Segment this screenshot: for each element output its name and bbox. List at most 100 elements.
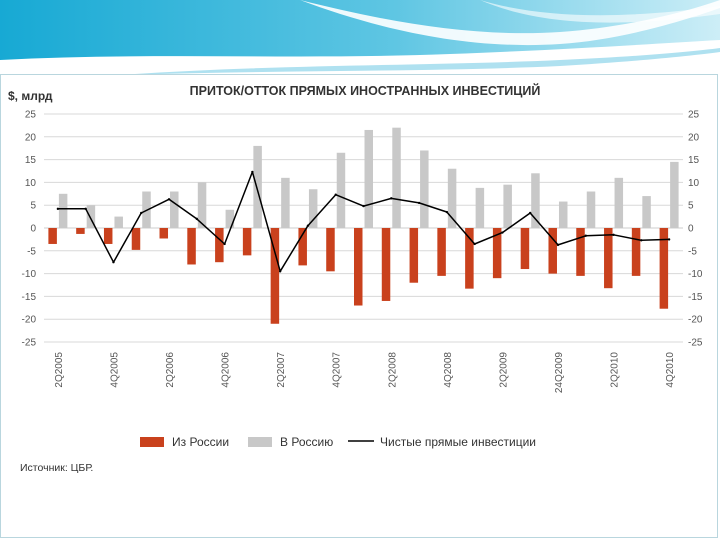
net-investment-point bbox=[528, 211, 532, 215]
bar-outflow bbox=[270, 228, 280, 324]
bar-inflow bbox=[364, 129, 373, 228]
net-investment-point bbox=[112, 261, 115, 264]
bar-outflow bbox=[298, 228, 307, 266]
y-tick-label-right: 10 bbox=[688, 178, 700, 189]
x-tick-labels: 2Q2005 4Q2005 2Q2006 4Q2006 2Q2007 4Q2007 2Q20… bbox=[54, 352, 676, 394]
bar-inflow bbox=[336, 152, 346, 228]
x-tick-label: 2Q2005 bbox=[54, 352, 65, 388]
net-investment-point bbox=[306, 224, 310, 227]
y-tick-label-right: 25 bbox=[688, 110, 700, 121]
net-investment-point bbox=[223, 242, 226, 246]
x-tick-label: 2Q2008 bbox=[387, 352, 398, 388]
net-investment-point bbox=[278, 270, 282, 273]
net-investment-point bbox=[140, 211, 143, 215]
legend: Из России В Россию Чистые прямые инвести… bbox=[140, 435, 536, 449]
chart-title: ПРИТОК/ОТТОК ПРЯМЫХ ИНОСТРАННЫХ ИНВЕСТИЦ… bbox=[190, 83, 541, 98]
net-investment-point bbox=[56, 207, 60, 211]
bar-outflow bbox=[520, 228, 530, 270]
x-tick-label: 24Q2009 bbox=[554, 352, 565, 394]
legend-label-net: Чистые прямые инвестиции bbox=[380, 435, 536, 449]
legend-label-inflow: В Россию bbox=[280, 435, 333, 449]
y-tick-labels: 25 25 20 20 15 15 10 10 5 5 0 0 -5 -5 -10 -10 -15 -15 -20 -… bbox=[22, 110, 703, 349]
banner-wave-1 bbox=[300, 0, 720, 46]
slide-frame bbox=[0, 74, 718, 538]
y-tick-label-left: 0 bbox=[30, 224, 36, 235]
bar-inflow bbox=[392, 127, 401, 228]
bar-outflow bbox=[492, 228, 502, 279]
bar-outflow bbox=[465, 228, 474, 289]
y-tick-label-right: 20 bbox=[688, 132, 700, 143]
bar-inflow bbox=[558, 201, 568, 228]
x-tick-label: 4Q2010 bbox=[665, 352, 676, 388]
bar-inflow bbox=[586, 191, 596, 228]
y-tick-label-left: 20 bbox=[25, 132, 37, 143]
bar-inflow bbox=[253, 145, 262, 228]
net-investment-point bbox=[334, 193, 337, 196]
bar-inflow bbox=[114, 216, 123, 228]
bar-inflow bbox=[447, 168, 457, 228]
net-investment-point bbox=[667, 238, 671, 241]
y-tick-label-left: 15 bbox=[25, 155, 37, 166]
y-tick-label-left: 10 bbox=[25, 178, 37, 189]
y-tick-label-left: -15 bbox=[22, 292, 37, 303]
y-tick-label-left: -5 bbox=[27, 246, 36, 257]
x-tick-label: 4Q2007 bbox=[332, 352, 343, 388]
bar-outflow bbox=[131, 228, 141, 250]
bar-inflow bbox=[58, 193, 68, 228]
x-tick-label: 4Q2005 bbox=[109, 352, 120, 388]
legend-swatch-inflow bbox=[248, 437, 272, 447]
x-tick-label: 2Q2006 bbox=[165, 352, 176, 388]
x-tick-label: 2Q2009 bbox=[498, 352, 509, 388]
bar-outflow bbox=[326, 228, 335, 272]
y-tick-label-left: 5 bbox=[30, 201, 36, 212]
y-tick-label-left: -20 bbox=[22, 315, 37, 326]
bar-outflow bbox=[48, 228, 57, 244]
net-investment-point bbox=[473, 242, 476, 246]
banner-wave-3 bbox=[120, 48, 720, 75]
slide-header-banner bbox=[0, 0, 720, 75]
y-tick-label-left: -10 bbox=[22, 269, 37, 280]
net-investment-point bbox=[640, 239, 643, 242]
net-investment-point bbox=[556, 243, 560, 247]
bar-outflow bbox=[604, 228, 613, 289]
bar-outflow bbox=[215, 228, 224, 263]
y-tick-label-right: -15 bbox=[688, 292, 703, 303]
bar-inflow bbox=[308, 189, 318, 228]
net-investment-point bbox=[195, 217, 199, 221]
y-tick-label-right: 5 bbox=[688, 201, 694, 212]
bar-outflow bbox=[576, 228, 585, 276]
net-investment-line-layer bbox=[56, 170, 671, 273]
net-investment-point bbox=[501, 231, 504, 234]
x-tick-label: 2Q2007 bbox=[276, 352, 287, 388]
net-investment-point bbox=[251, 170, 254, 174]
x-tick-label: 4Q2008 bbox=[443, 352, 454, 388]
bar-outflow bbox=[631, 228, 641, 276]
banner-wave-4 bbox=[480, 0, 720, 23]
bar-inflow bbox=[670, 161, 679, 228]
bar-inflow bbox=[420, 150, 429, 228]
y-tick-label-right: 15 bbox=[688, 155, 700, 166]
bar-inflow bbox=[281, 177, 290, 228]
y-axis-unit: $, млрд bbox=[8, 89, 53, 103]
bar-outflow bbox=[409, 228, 419, 283]
bar-inflow bbox=[614, 177, 624, 228]
net-investment-point bbox=[612, 233, 615, 237]
net-investment-point bbox=[84, 207, 87, 211]
net-investment-point bbox=[445, 210, 449, 214]
net-investment-point bbox=[584, 234, 587, 237]
bar-inflow bbox=[475, 187, 485, 228]
bar-outflow bbox=[437, 228, 446, 276]
x-tick-label: 4Q2006 bbox=[221, 352, 232, 388]
y-tick-label-right: 0 bbox=[688, 224, 694, 235]
net-investment-point bbox=[167, 198, 171, 201]
bar-inflow bbox=[86, 205, 96, 228]
y-tick-label-right: -25 bbox=[688, 338, 703, 349]
bar-outflow bbox=[76, 228, 85, 234]
source-note: Источник: ЦБР. bbox=[20, 462, 93, 474]
x-tick-label: 2Q2010 bbox=[610, 352, 621, 388]
bar-inflow bbox=[531, 173, 540, 228]
bar-outflow bbox=[548, 228, 557, 274]
bar-outflow bbox=[187, 228, 196, 265]
y-tick-label-right: -20 bbox=[688, 315, 703, 326]
